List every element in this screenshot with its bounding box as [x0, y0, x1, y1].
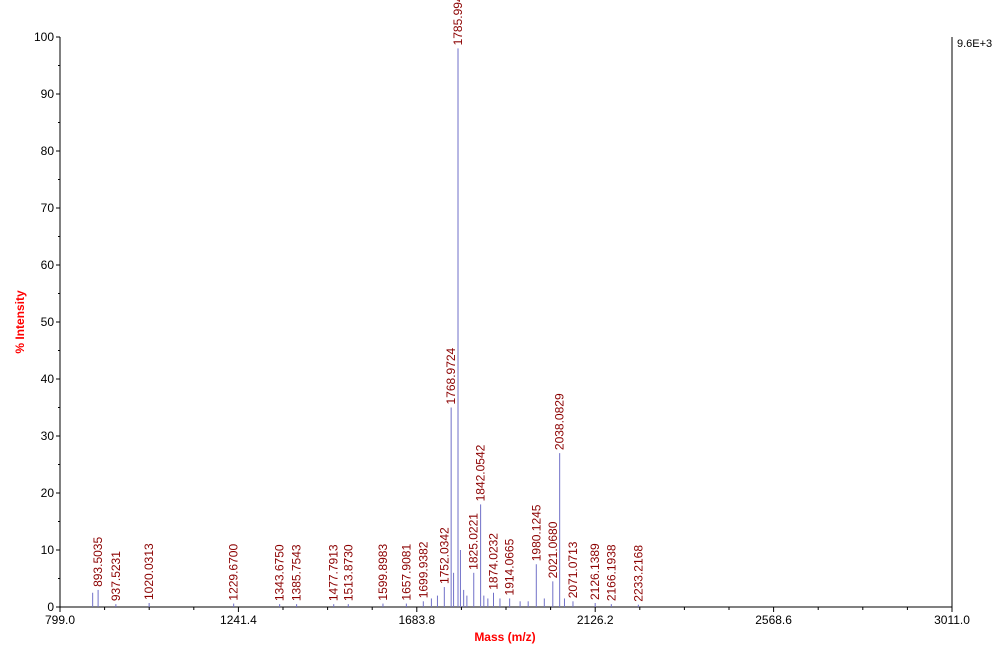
axes: 0 10 20 30 40 50 60 70 80 90 100 799.0 1241.4 1683.8 2…: [34, 30, 970, 627]
peak-label: 2233.2168: [631, 545, 645, 602]
peak-label: 1477.7913: [327, 544, 341, 601]
y-axis-title: % Intensity: [13, 290, 27, 354]
peak-label: 1980.1245: [529, 504, 543, 561]
peak-label: 1785.9941: [451, 0, 465, 45]
peak-label: 1343.6750: [273, 544, 287, 601]
peak-label: 1752.0342: [437, 527, 451, 584]
y-tick-label: 40: [41, 372, 55, 386]
peak-label: 1768.9724: [444, 347, 458, 404]
peak-label: 1513.8730: [341, 544, 355, 601]
peak-label: 1229.6700: [227, 544, 241, 601]
peak-label: 2021.0680: [546, 521, 560, 578]
peak-label: 1842.0542: [474, 444, 488, 501]
peak-labels: 893.5035 937.5231 1020.0313 1229.6700 1343.6…: [91, 0, 645, 602]
x-tick-label: 1683.8: [398, 613, 435, 627]
y-tick-label: 60: [41, 258, 55, 272]
y-tick-label: 50: [41, 315, 55, 329]
y-tick-label: 0: [47, 600, 54, 614]
peak-label: 1874.0232: [487, 533, 501, 590]
peak-label: 1699.9382: [416, 541, 430, 598]
peak-label: 2071.0713: [566, 541, 580, 598]
x-tick-label: 799.0: [45, 613, 75, 627]
peak-label: 937.5231: [109, 551, 123, 601]
y-tick-label: 10: [41, 543, 55, 557]
x-axis-title: Mass (m/z): [474, 630, 535, 644]
x-tick-label: 2568.6: [755, 613, 792, 627]
y-tick-label: 30: [41, 429, 55, 443]
y-tick-label: 100: [34, 30, 54, 44]
peak-label: 2038.0829: [553, 393, 567, 450]
y-tick-label: 70: [41, 201, 55, 215]
x-tick-label: 1241.4: [220, 613, 257, 627]
x-tick-label: 2126.2: [577, 613, 614, 627]
peak-label: 2166.1938: [604, 544, 618, 601]
y-tick-label: 90: [41, 87, 55, 101]
peak-label: 1599.8983: [376, 544, 390, 601]
peak-label: 1914.0665: [503, 538, 517, 595]
right-axis-scale-label: 9.6E+3: [957, 38, 992, 50]
peak-label: 1657.9081: [399, 544, 413, 601]
peak-label: 1020.0313: [142, 543, 156, 600]
spectrum-peaks: [92, 48, 639, 607]
y-tick-label: 80: [41, 144, 55, 158]
y-tick-label: 20: [41, 486, 55, 500]
peak-label: 1825.0221: [467, 513, 481, 570]
peak-label: 2126.1389: [588, 543, 602, 600]
x-tick-label: 3011.0: [934, 613, 970, 627]
peak-label: 1385.7543: [290, 544, 304, 601]
peak-label: 893.5035: [91, 537, 105, 587]
